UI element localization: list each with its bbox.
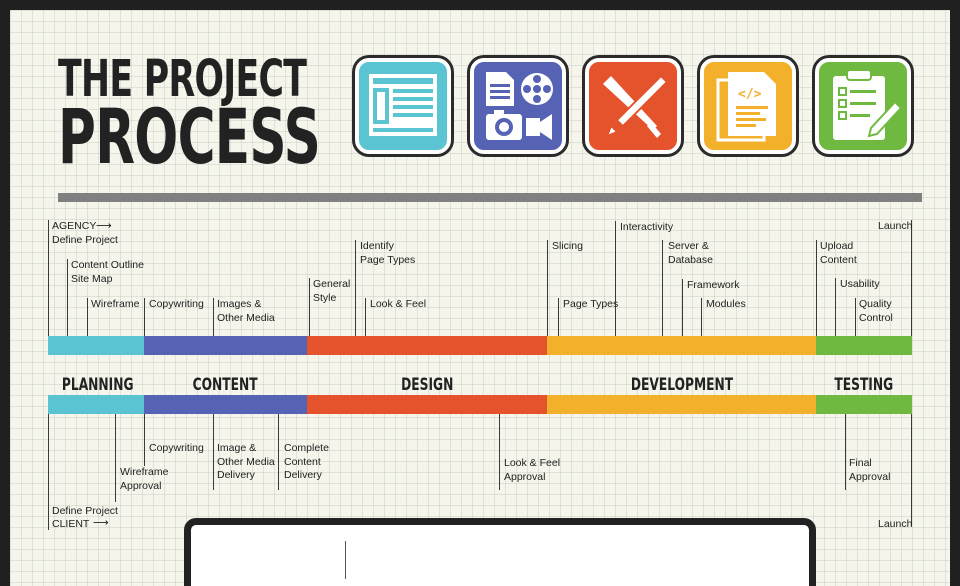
agency-heading: AGENCY xyxy=(52,220,97,232)
client-bar-content xyxy=(144,395,307,414)
design-tools-icon xyxy=(585,58,681,154)
agency-page-types: Page Types xyxy=(563,298,619,310)
page-title-line1: THE PROJECT xyxy=(58,50,307,109)
client-final-approval: Final Approval xyxy=(849,457,891,483)
agency-wireframe: Wireframe xyxy=(91,298,140,310)
agency-modules: Modules xyxy=(706,298,746,310)
agency-quality-control: Quality Control xyxy=(859,298,893,324)
client-copywriting: Copywriting xyxy=(149,442,204,454)
agency-server-database: Server & Database xyxy=(668,240,713,266)
media-icon xyxy=(470,58,566,154)
client-tick-look-feel-approval xyxy=(499,414,500,490)
agency-tick-framework xyxy=(682,279,683,336)
agency-tick-quality-control xyxy=(855,298,856,336)
svg-text:</>: </> xyxy=(738,87,762,102)
phase-label-testing: TESTING xyxy=(834,375,894,395)
agency-tick-wireframe xyxy=(87,298,88,336)
code-document-icon: </> xyxy=(700,58,796,154)
agency-tick-slicing xyxy=(547,240,548,336)
client-bar-planning xyxy=(48,395,144,414)
client-tick-define-project xyxy=(48,414,49,530)
agency-bar-planning xyxy=(48,336,144,355)
agency-tick-copywriting xyxy=(144,298,145,336)
agency-launch: Launch xyxy=(878,220,913,232)
agency-look-feel: Look & Feel xyxy=(370,298,427,310)
agency-tick-modules xyxy=(701,298,702,336)
agency-upload-content: Upload Content xyxy=(820,240,857,266)
client-bar-testing xyxy=(816,395,912,414)
phase-label-content: CONTENT xyxy=(193,375,258,395)
agency-framework: Framework xyxy=(687,279,740,291)
agency-general-style: General Style xyxy=(313,278,351,304)
agency-tick-launch xyxy=(911,220,912,336)
agency-tick-identify-page-types xyxy=(355,240,356,336)
header-divider xyxy=(58,193,922,202)
bottom-panel xyxy=(184,518,816,586)
client-launch: Launch xyxy=(878,518,913,530)
agency-copywriting: Copywriting xyxy=(149,298,204,310)
agency-tick-upload-content xyxy=(816,240,817,336)
agency-tick-content-outline xyxy=(67,259,68,336)
client-tick-media-delivery xyxy=(213,414,214,490)
client-tick-content-delivery xyxy=(278,414,279,490)
client-arrow-icon: ⟶ xyxy=(93,516,109,529)
client-content-delivery: Complete Content Delivery xyxy=(284,442,329,481)
webpage-layout-icon xyxy=(355,58,451,154)
agency-tick-server-database xyxy=(662,240,663,336)
client-heading: CLIENT xyxy=(52,518,90,530)
agency-content-outline: Content Outline Site Map xyxy=(71,259,144,285)
client-tick-launch xyxy=(911,414,912,526)
client-tick-copywriting xyxy=(144,414,145,466)
agency-tick-define-project xyxy=(48,220,49,336)
client-define-project: Define Project xyxy=(52,505,118,517)
client-wireframe-approval: Wireframe Approval xyxy=(120,466,169,492)
phase-label-design: DESIGN xyxy=(400,375,454,395)
client-tick-wireframe-approval xyxy=(115,414,116,502)
agency-tick-page-types xyxy=(558,298,559,336)
client-media-delivery: Image & Other Media Delivery xyxy=(217,442,275,481)
client-bar-design xyxy=(307,395,547,414)
agency-define-project: Define Project xyxy=(52,234,118,246)
agency-bar-development xyxy=(547,336,816,355)
agency-bar-content xyxy=(144,336,307,355)
client-tick-final-approval xyxy=(845,414,846,490)
agency-identify-page-types: Identify Page Types xyxy=(360,240,416,266)
agency-tick-general-style xyxy=(309,278,310,336)
agency-images: Images & Other Media xyxy=(217,298,275,324)
page-title-line2: PROCESS xyxy=(58,92,321,181)
agency-tick-interactivity xyxy=(615,221,616,336)
checklist-icon xyxy=(815,58,911,154)
client-look-feel-approval: Look & Feel Approval xyxy=(504,457,561,483)
agency-usability: Usability xyxy=(840,278,880,290)
agency-slicing: Slicing xyxy=(552,240,583,252)
client-bar-development xyxy=(547,395,816,414)
agency-tick-look-feel xyxy=(365,298,366,336)
agency-bar-testing xyxy=(816,336,912,355)
agency-interactivity: Interactivity xyxy=(620,221,674,233)
agency-bar-design xyxy=(307,336,547,355)
agency-tick-images xyxy=(213,298,214,336)
phase-label-development: DEVELOPMENT xyxy=(630,375,733,395)
agency-arrow-icon: ⟶ xyxy=(96,219,112,232)
phase-label-planning: PLANNING xyxy=(61,375,134,395)
agency-tick-usability xyxy=(835,278,836,336)
bottom-panel-divider xyxy=(345,541,346,579)
